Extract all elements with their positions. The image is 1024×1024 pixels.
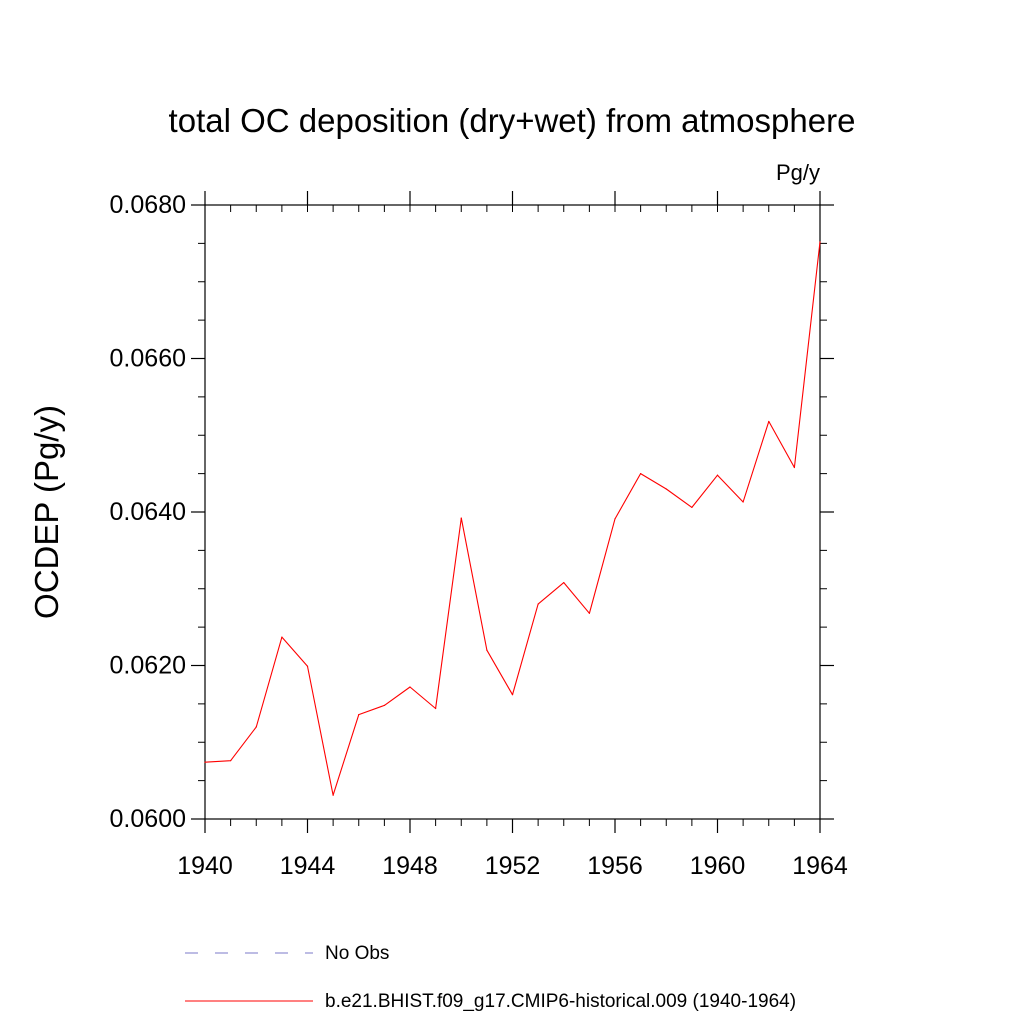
data-point — [537, 603, 539, 605]
data-point — [460, 517, 462, 519]
x-tick-label: 1964 — [792, 852, 848, 880]
data-point — [409, 686, 411, 688]
legend-label-model: b.e21.BHIST.f09_g17.CMIP6-historical.009… — [325, 991, 796, 1012]
data-point — [204, 761, 206, 763]
minor-ticks — [198, 204, 827, 826]
data-point — [614, 518, 616, 520]
units-label: Pg/y — [776, 160, 820, 185]
data-point — [358, 714, 360, 716]
data-point — [588, 612, 590, 614]
data-point — [768, 420, 770, 423]
major-ticks — [191, 191, 834, 833]
data-point — [716, 474, 719, 476]
data-point — [742, 501, 744, 503]
y-tick-label: 0.0660 — [110, 345, 186, 373]
data-point — [793, 466, 795, 469]
data-point — [640, 473, 642, 475]
legend-label-no-obs: No Obs — [325, 943, 389, 964]
x-tick-label: 1960 — [690, 852, 746, 880]
y-tick-label: 0.0620 — [110, 652, 186, 680]
data-point — [665, 488, 667, 490]
y-tick-label: 0.0600 — [110, 805, 186, 833]
data-point — [281, 636, 283, 638]
data-point — [819, 241, 821, 243]
y-tick-label: 0.0640 — [110, 498, 186, 526]
series-points — [204, 241, 821, 796]
series-line — [204, 241, 821, 796]
data-point — [511, 694, 514, 696]
plot-frame — [204, 204, 821, 820]
data-point — [230, 760, 232, 762]
data-point — [435, 707, 437, 710]
data-point — [332, 794, 334, 796]
data-point — [383, 704, 385, 707]
data-point — [691, 506, 693, 508]
tick-labels: 0.0600 0.0620 0.0640 0.0660 0.0680 1940 1944 19… — [110, 191, 848, 880]
y-axis-label: OCDEP (Pg/y) — [28, 405, 65, 619]
y-tick-label: 0.0680 — [110, 191, 186, 219]
chart-title: total OC deposition (dry+wet) from atmos… — [169, 102, 856, 139]
x-tick-label: 1952 — [485, 852, 541, 880]
data-point — [563, 582, 565, 584]
x-tick-label: 1956 — [587, 852, 643, 880]
data-point — [486, 649, 488, 651]
data-point — [255, 726, 257, 728]
x-tick-label: 1944 — [280, 852, 336, 880]
x-tick-label: 1940 — [177, 852, 233, 880]
legend: No Obs b.e21.BHIST.f09_g17.CMIP6-histori… — [185, 943, 796, 1012]
x-tick-label: 1948 — [382, 852, 438, 880]
data-point — [306, 665, 309, 667]
